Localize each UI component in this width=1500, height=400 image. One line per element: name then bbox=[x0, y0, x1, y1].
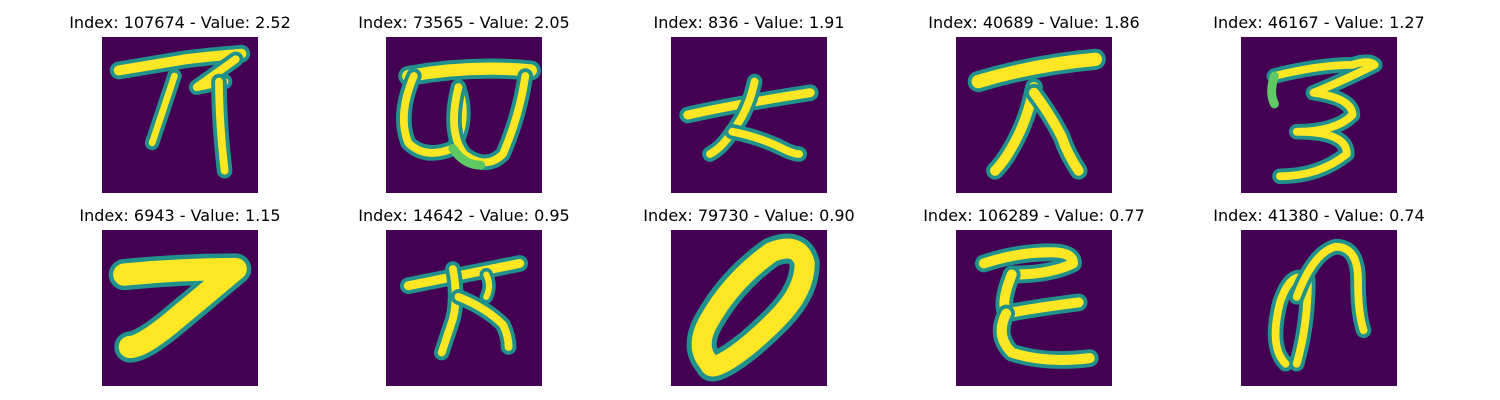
panel-title: Index: 107674 - Value: 2.52 bbox=[69, 13, 291, 32]
panel-title: Index: 40689 - Value: 1.86 bbox=[928, 13, 1140, 32]
panel-title: Index: 106289 - Value: 0.77 bbox=[923, 206, 1145, 225]
digit-thumbnail bbox=[386, 230, 542, 386]
panel-title: Index: 14642 - Value: 0.95 bbox=[358, 206, 570, 225]
digit-thumbnail bbox=[102, 230, 258, 386]
panel-title: Index: 46167 - Value: 1.27 bbox=[1213, 13, 1425, 32]
panel-3: Index: 836 - Value: 1.91 bbox=[629, 13, 869, 193]
panel-7: Index: 14642 - Value: 0.95 bbox=[344, 206, 584, 386]
panel-5: Index: 46167 - Value: 1.27 bbox=[1199, 13, 1439, 193]
digit-thumbnail bbox=[956, 37, 1112, 193]
panel-4: Index: 40689 - Value: 1.86 bbox=[914, 13, 1154, 193]
panel-title: Index: 41380 - Value: 0.74 bbox=[1213, 206, 1425, 225]
digit-thumbnail bbox=[1241, 37, 1397, 193]
digit-thumbnail bbox=[671, 230, 827, 386]
panel-title: Index: 6943 - Value: 1.15 bbox=[79, 206, 281, 225]
panel-title: Index: 79730 - Value: 0.90 bbox=[643, 206, 855, 225]
panel-title: Index: 73565 - Value: 2.05 bbox=[358, 13, 570, 32]
panel-10: Index: 41380 - Value: 0.74 bbox=[1199, 206, 1439, 386]
digit-thumbnail bbox=[956, 230, 1112, 386]
panel-2: Index: 73565 - Value: 2.05 bbox=[344, 13, 584, 193]
panel-1: Index: 107674 - Value: 2.52 bbox=[60, 13, 300, 193]
digit-thumbnail bbox=[102, 37, 258, 193]
panel-8: Index: 79730 - Value: 0.90 bbox=[629, 206, 869, 386]
digit-thumbnail bbox=[671, 37, 827, 193]
digit-thumbnail bbox=[386, 37, 542, 193]
panel-title: Index: 836 - Value: 1.91 bbox=[653, 13, 845, 32]
panel-6: Index: 6943 - Value: 1.15 bbox=[60, 206, 300, 386]
digit-thumbnail bbox=[1241, 230, 1397, 386]
panel-9: Index: 106289 - Value: 0.77 bbox=[914, 206, 1154, 386]
